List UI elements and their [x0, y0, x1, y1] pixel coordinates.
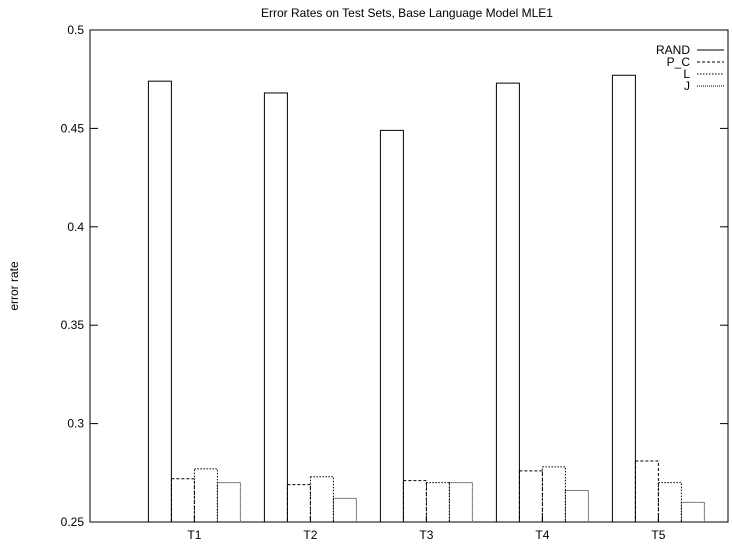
y-tick-label: 0.5 [67, 23, 84, 37]
y-tick-label: 0.35 [61, 318, 85, 332]
bar-rand-t4 [495, 82, 520, 523]
x-tick-label: T1 [187, 528, 201, 542]
bar-p-c-t5 [634, 460, 659, 523]
bar-l-t2 [309, 476, 334, 523]
bar-p-c-t1 [170, 478, 195, 523]
bar-j-t1 [216, 482, 241, 523]
legend-label: RAND [656, 43, 690, 57]
y-tick-label: 0.45 [61, 121, 85, 135]
bar-l-t1 [193, 468, 218, 523]
y-tick-label: 0.3 [67, 417, 84, 431]
bar-l-t3 [425, 482, 450, 523]
bar-p-c-t2 [286, 484, 311, 523]
y-tick-label: 0.25 [61, 515, 85, 529]
bar-rand-t5 [611, 74, 636, 523]
bar-rand-t3 [379, 129, 404, 523]
y-tick-label: 0.4 [67, 220, 84, 234]
x-tick-label: T5 [651, 528, 665, 542]
bars [147, 74, 705, 523]
bar-rand-t1 [147, 80, 172, 523]
bar-p-c-t3 [402, 480, 427, 523]
bar-j-t5 [680, 501, 705, 523]
y-axis-label: error rate [7, 261, 21, 311]
legend-label: J [684, 79, 690, 93]
legend-label: P_C [667, 55, 691, 69]
bar-p-c-t4 [518, 470, 543, 523]
bar-j-t2 [332, 497, 357, 523]
plot-frame [89, 29, 729, 523]
bar-j-t4 [564, 490, 589, 523]
x-tick-label: T4 [535, 528, 549, 542]
chart-title: Error Rates on Test Sets, Base Language … [261, 6, 553, 20]
x-tick-label: T3 [419, 528, 433, 542]
x-tick-label: T2 [303, 528, 317, 542]
axis-ticks: 0.25 0.3 0.35 0.4 0.45 0.5 T1 T2 T3 T4 T5 [61, 23, 728, 542]
bar-l-t5 [657, 482, 682, 523]
bar-rand-t2 [263, 92, 288, 523]
bar-l-t4 [541, 466, 566, 523]
legend-label: L [683, 67, 690, 81]
bar-j-t3 [448, 482, 473, 523]
